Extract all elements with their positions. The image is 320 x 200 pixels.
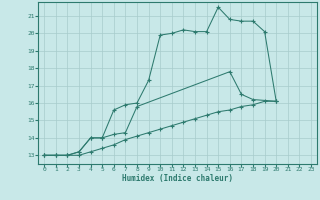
X-axis label: Humidex (Indice chaleur): Humidex (Indice chaleur) [122, 174, 233, 183]
